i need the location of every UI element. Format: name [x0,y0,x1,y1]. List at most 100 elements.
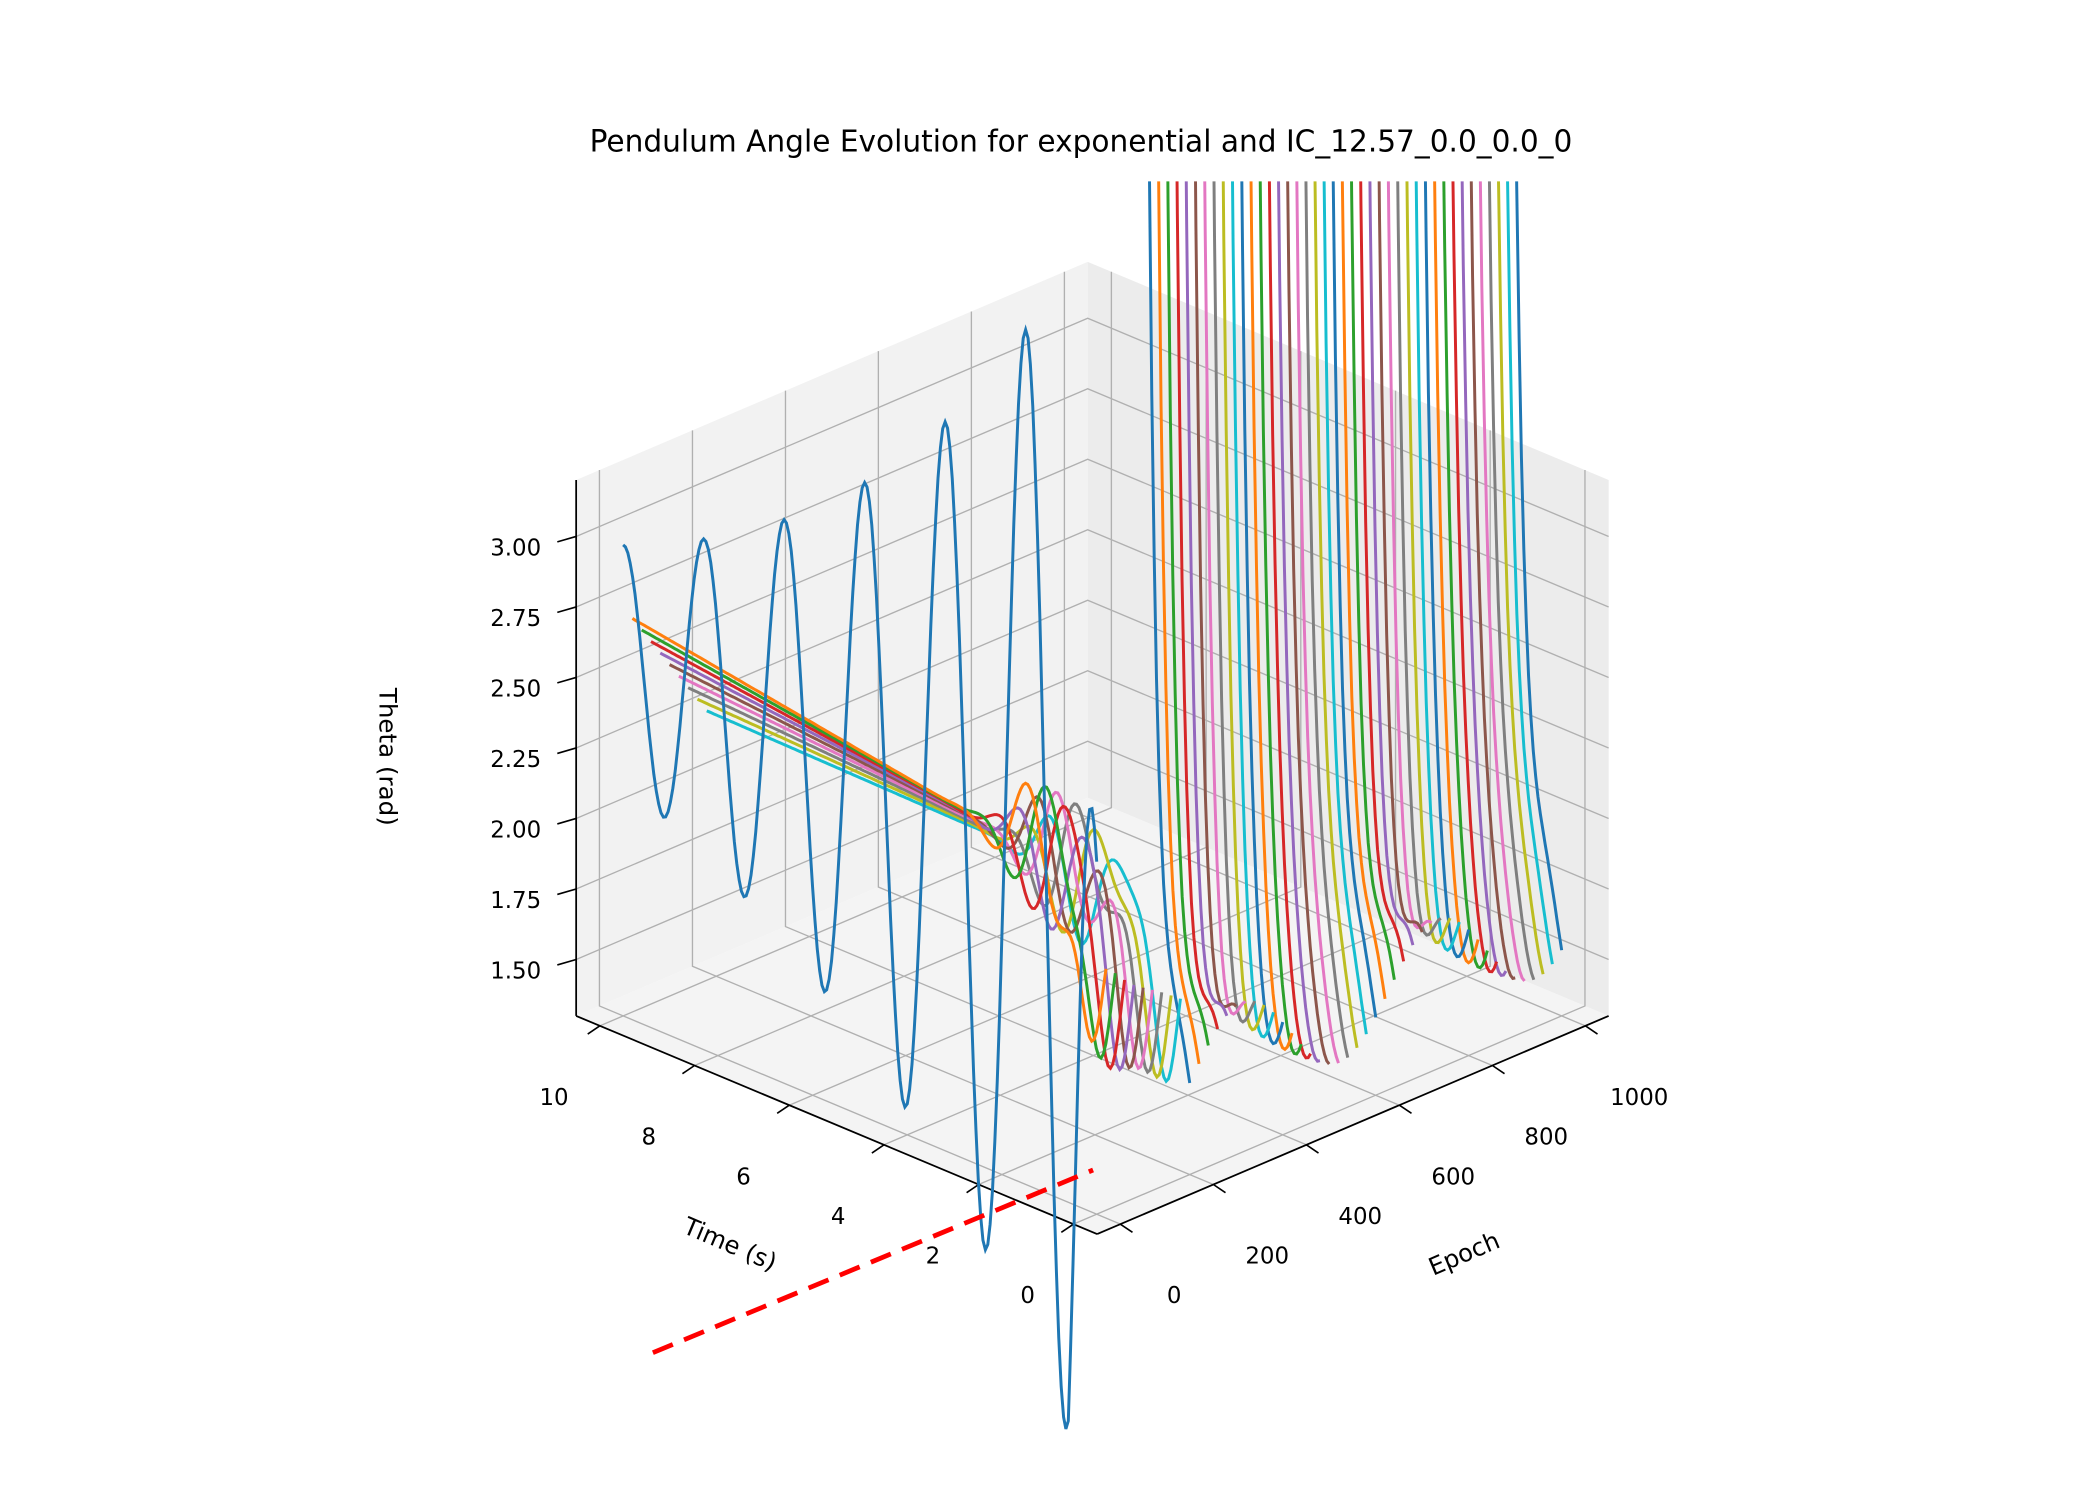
theta-ticks: 1.50 1.75 2.00 2.25 2.50 2.75 3.00 [490,535,577,985]
epoch-curve [1359,181,1406,962]
time-tick-label: 8 [642,1124,657,1150]
epoch-tick-label: 800 [1524,1124,1568,1150]
theta-grid-line [575,317,1609,538]
epoch-tick-label: 600 [1431,1164,1475,1190]
time-axis-line [575,1015,1098,1235]
epoch-curve [678,674,1154,1071]
theta-tick-label: 2.75 [490,606,541,632]
epoch-curve [1148,181,1192,1084]
time-tick-label: 10 [540,1085,569,1111]
epoch-curve [1249,181,1294,1052]
epoch-grid-line [598,470,1121,1225]
theta-tick-mark [557,676,577,684]
epoch-grid-line [877,351,1400,1106]
epoch-tick-mark [1398,1104,1412,1115]
epoch-curve [1304,181,1350,1058]
time-tick-label: 6 [736,1164,751,1190]
epoch-curves [622,181,1564,1430]
theta-tick-label: 1.75 [490,888,541,914]
theta-tick-label: 3.00 [490,535,541,561]
time-ticks: 0 2 4 6 8 10 [540,1025,1074,1309]
epoch-ticks: 0 200 400 600 800 1000 [1119,1025,1668,1309]
epoch-curve [1340,181,1387,1000]
epoch-curve [1497,181,1545,975]
epoch-grid-line [691,430,1214,1186]
epoch-curve [1221,181,1266,1032]
time-tick-mark [1060,1223,1074,1234]
time-tick-mark [871,1144,885,1154]
epoch-tick-mark [1491,1064,1505,1075]
epoch-curve [1331,181,1378,1018]
theta-grid-line [575,458,1609,679]
epoch-curve [1433,181,1480,965]
epoch-curve [1203,181,1247,1016]
epoch-curve [1267,181,1312,1060]
epoch-curve [1377,181,1424,933]
time-tick-label: 0 [1020,1283,1035,1309]
epoch-tick-mark [1584,1025,1598,1035]
epoch-tick-label: 0 [1167,1283,1182,1309]
theta-tick-label: 2.50 [490,676,541,702]
time-tick-mark [681,1064,696,1075]
epoch-curve [1231,181,1275,1039]
epoch-curve [1194,181,1238,1009]
epoch-curve [622,324,1099,1430]
theta-tick-mark [557,535,577,543]
theta-tick-label: 2.00 [490,817,541,843]
theta-grid-line [575,670,1609,890]
epoch-tick-label: 200 [1245,1243,1289,1269]
epoch-curve [1258,181,1303,1056]
epoch-curve [1175,181,1220,1030]
epoch-grid-line [970,311,1493,1067]
epoch-curve [696,697,1173,1080]
epoch-curve [1469,181,1516,981]
epoch-curve [631,617,1108,1044]
z-axis-label: Theta (rad) [374,687,403,826]
theta-grid-line [575,388,1609,608]
epoch-tick-mark [1119,1223,1133,1234]
epoch-curve [1212,181,1257,1024]
time-tick-label: 2 [926,1243,941,1269]
epoch-curve [1396,181,1442,937]
epoch-tick-mark [1305,1144,1319,1154]
epoch-curve [659,651,1136,1073]
theta-tick-label: 1.50 [490,958,541,984]
epoch-curve [1295,181,1340,1064]
y-axis-label: Epoch [1424,1225,1504,1281]
time-tick-label: 4 [831,1204,846,1230]
chart-title: Pendulum Angle Evolution for exponential… [590,124,1573,159]
epoch-curve [1166,181,1210,1046]
epoch-curve [1487,181,1536,981]
epoch-tick-mark [1212,1183,1226,1194]
epoch-curve [1286,181,1331,1065]
theta-tick-mark [557,817,577,825]
epoch-curve [1478,181,1526,982]
axis-lines [575,479,1609,1235]
time-tick-mark [587,1025,601,1035]
epoch-curve [1414,181,1461,953]
epoch-axis-line [1096,1015,1609,1235]
epoch-grid-line [784,390,1307,1146]
time-tick-mark [966,1183,980,1194]
epoch-tick-label: 1000 [1610,1085,1668,1111]
epoch-curve [1184,181,1229,1017]
epoch-curve [1423,181,1471,959]
x-axis-label: Time (s) [678,1211,781,1277]
theta-grid-line [575,599,1609,820]
epoch-curve [1386,181,1433,930]
epoch-curve [1515,181,1564,951]
epoch-curve [1240,181,1285,1046]
epoch-curve [1322,181,1368,1035]
epoch-curve [668,663,1145,1071]
epoch-curve [1368,181,1415,946]
reference-dashed-line [651,1167,1094,1355]
epoch-curve [1442,181,1489,970]
time-grid-line [599,271,1113,1027]
epoch-curve [1506,181,1554,965]
theta-tick-mark [557,606,577,614]
theta-tick-label: 2.25 [490,747,541,773]
epoch-curve [1405,181,1452,945]
time-tick-mark [776,1104,790,1115]
epoch-curve [706,709,1182,1084]
